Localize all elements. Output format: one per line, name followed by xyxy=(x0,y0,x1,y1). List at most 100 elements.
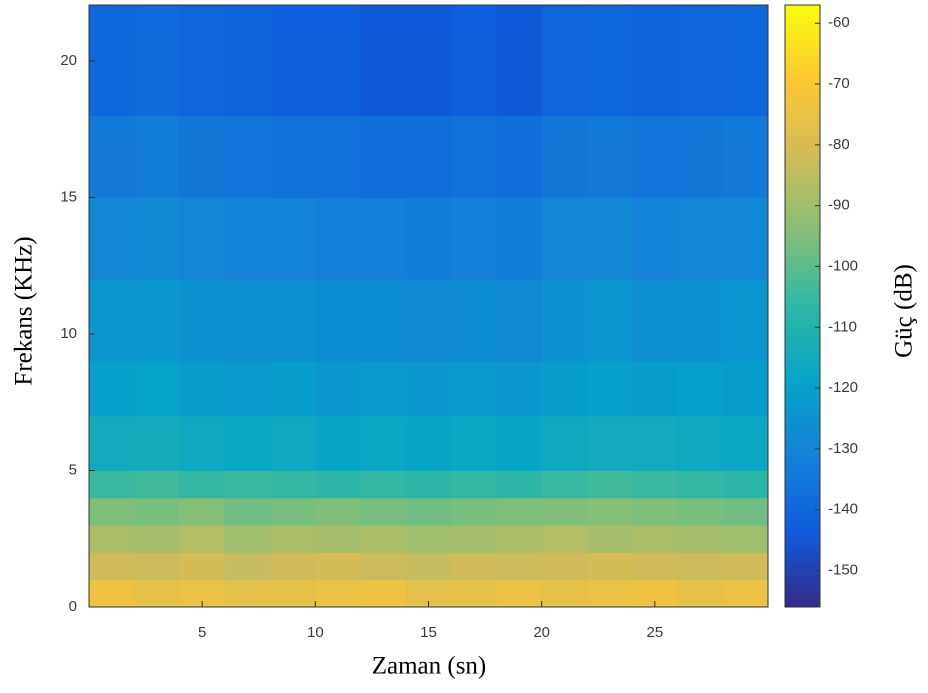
heatmap-cell xyxy=(451,279,497,362)
heatmap-cell xyxy=(179,552,226,581)
heatmap-cell xyxy=(632,197,678,280)
heatmap-cell xyxy=(134,525,181,553)
heatmap-cell xyxy=(586,197,633,280)
heatmap-cell xyxy=(496,5,543,117)
heatmap-cell xyxy=(134,279,181,362)
heatmap-cell xyxy=(405,197,452,280)
heatmap-cell xyxy=(360,497,407,526)
heatmap-cell xyxy=(179,470,226,499)
heatmap-cell xyxy=(315,497,362,526)
colorbar-tick-label: -60 xyxy=(828,14,850,31)
y-tick-label: 15 xyxy=(60,188,77,205)
heatmap-cell xyxy=(405,361,452,417)
heatmap-cell xyxy=(315,552,362,581)
heatmap-cell xyxy=(405,525,452,553)
heatmap-cell xyxy=(496,361,543,417)
heatmap-cell xyxy=(722,497,769,526)
heatmap-cell xyxy=(360,279,407,362)
heatmap-cell xyxy=(541,361,588,417)
heatmap-cell xyxy=(405,470,452,499)
heatmap-cell xyxy=(496,279,543,362)
heatmap-cell xyxy=(405,415,452,471)
heatmap-cell xyxy=(632,361,678,417)
heatmap-cell xyxy=(677,115,724,198)
heatmap-cell xyxy=(89,361,135,417)
heatmap-cell xyxy=(632,115,678,198)
heatmap-cell xyxy=(586,579,633,608)
heatmap-cell xyxy=(134,115,181,198)
heatmap-cell xyxy=(677,497,724,526)
heatmap-cell xyxy=(224,5,271,117)
heatmap-cell xyxy=(541,552,588,581)
heatmap-cell xyxy=(134,5,181,117)
colorbar-tick-label: -100 xyxy=(828,257,858,274)
colorbar-tick-label: -130 xyxy=(828,440,858,457)
heatmap-cell xyxy=(496,470,543,499)
heatmap-cell xyxy=(134,470,181,499)
heatmap-cell xyxy=(586,470,633,499)
heatmap-cell xyxy=(360,579,407,608)
heatmap-cell xyxy=(541,470,588,499)
heatmap-cell xyxy=(224,197,271,280)
heatmap-cell xyxy=(179,279,226,362)
heatmap-cell xyxy=(677,525,724,553)
heatmap-cell xyxy=(270,361,316,417)
heatmap-cell xyxy=(134,552,181,581)
heatmap-cell xyxy=(360,525,407,553)
heatmap-cell xyxy=(315,361,362,417)
heatmap-cell xyxy=(360,361,407,417)
heatmap-cell xyxy=(496,497,543,526)
heatmap-cell xyxy=(134,415,181,471)
heatmap-cell xyxy=(179,115,226,198)
heatmap-cell xyxy=(315,525,362,553)
heatmap-cell xyxy=(722,115,769,198)
heatmap-cell xyxy=(224,361,271,417)
heatmap-cell xyxy=(451,415,497,471)
heatmap-cell xyxy=(270,525,316,553)
heatmap-cell xyxy=(315,470,362,499)
heatmap-cell xyxy=(315,279,362,362)
heatmap-cell xyxy=(451,361,497,417)
heatmap-cell xyxy=(360,197,407,280)
heatmap-cell xyxy=(270,115,316,198)
heatmap-cell xyxy=(722,470,769,499)
heatmap-cell xyxy=(677,361,724,417)
x-axis-label: Zaman (sn) xyxy=(372,653,487,680)
heatmap-cell xyxy=(677,197,724,280)
heatmap-cell xyxy=(451,552,497,581)
heatmap-cell xyxy=(315,579,362,608)
heatmap-cell xyxy=(586,552,633,581)
heatmap-cell xyxy=(89,525,135,553)
heatmap-cell xyxy=(586,497,633,526)
heatmap-cell xyxy=(541,197,588,280)
heatmap-cell xyxy=(677,415,724,471)
heatmap-cell xyxy=(677,552,724,581)
colorbar-tick-label: -80 xyxy=(828,136,850,153)
heatmap-cell xyxy=(541,525,588,553)
heatmap-cell xyxy=(496,415,543,471)
x-tick-label: 20 xyxy=(533,624,550,641)
heatmap-cell xyxy=(134,197,181,280)
heatmap-cell xyxy=(179,361,226,417)
heatmap-cell xyxy=(224,470,271,499)
heatmap-cell xyxy=(405,497,452,526)
heatmap-cell xyxy=(722,197,769,280)
heatmap-cell xyxy=(632,525,678,553)
colorbar-tick-label: -140 xyxy=(828,501,858,518)
heatmap-cell xyxy=(496,115,543,198)
heatmap-cell xyxy=(315,115,362,198)
colorbar-tick-label: -110 xyxy=(828,318,857,335)
heatmap-cell xyxy=(722,552,769,581)
heatmap-cell xyxy=(541,279,588,362)
heatmap-cell xyxy=(496,579,543,608)
y-axis-label: Frekans (KHz) xyxy=(11,236,38,385)
heatmap-cell xyxy=(270,552,316,581)
heatmap-cell xyxy=(270,5,316,117)
x-tick-label: 5 xyxy=(198,624,206,641)
heatmap-cell xyxy=(722,5,769,117)
heatmap-cell xyxy=(632,5,678,117)
heatmap-cell xyxy=(451,525,497,553)
y-tick-label: 5 xyxy=(69,461,77,478)
heatmap-cell xyxy=(496,525,543,553)
heatmap-cell xyxy=(270,279,316,362)
